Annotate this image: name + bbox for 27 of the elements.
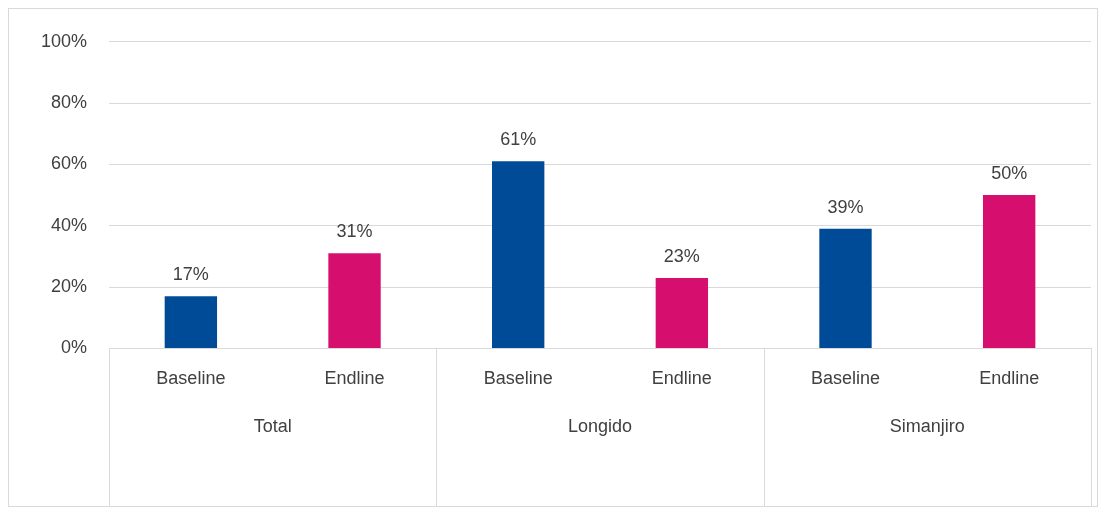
bar — [982, 195, 1036, 348]
bar — [819, 228, 872, 348]
series-label: Baseline — [810, 368, 881, 389]
y-tick-label: 60% — [51, 153, 88, 174]
text: Endline — [324, 368, 385, 389]
y-tick-label: 100% — [40, 30, 88, 51]
series-label: Endline — [651, 368, 712, 389]
bar — [655, 277, 709, 348]
y-tick-label: 80% — [51, 92, 88, 113]
text: Baseline — [483, 368, 553, 389]
y-tick-label: 20% — [51, 276, 88, 297]
y-tick-label: 40% — [51, 214, 88, 235]
bar — [328, 253, 381, 348]
x-tick-label: Simanjiro — [889, 416, 965, 437]
bar — [492, 161, 545, 348]
x-tick-label: Total — [253, 416, 292, 437]
y-tick-label: 0% — [61, 337, 88, 358]
data-label: 61% — [500, 129, 537, 150]
x-tick-label: Longido — [567, 416, 633, 437]
data-label: 31% — [336, 221, 373, 242]
text: Baseline — [156, 368, 226, 389]
data-label: 17% — [172, 264, 209, 285]
data-label: 39% — [827, 196, 864, 217]
data-label: 50% — [991, 163, 1028, 184]
data-label: 23% — [663, 245, 700, 266]
bar — [164, 296, 218, 348]
text: Endline — [979, 368, 1040, 389]
